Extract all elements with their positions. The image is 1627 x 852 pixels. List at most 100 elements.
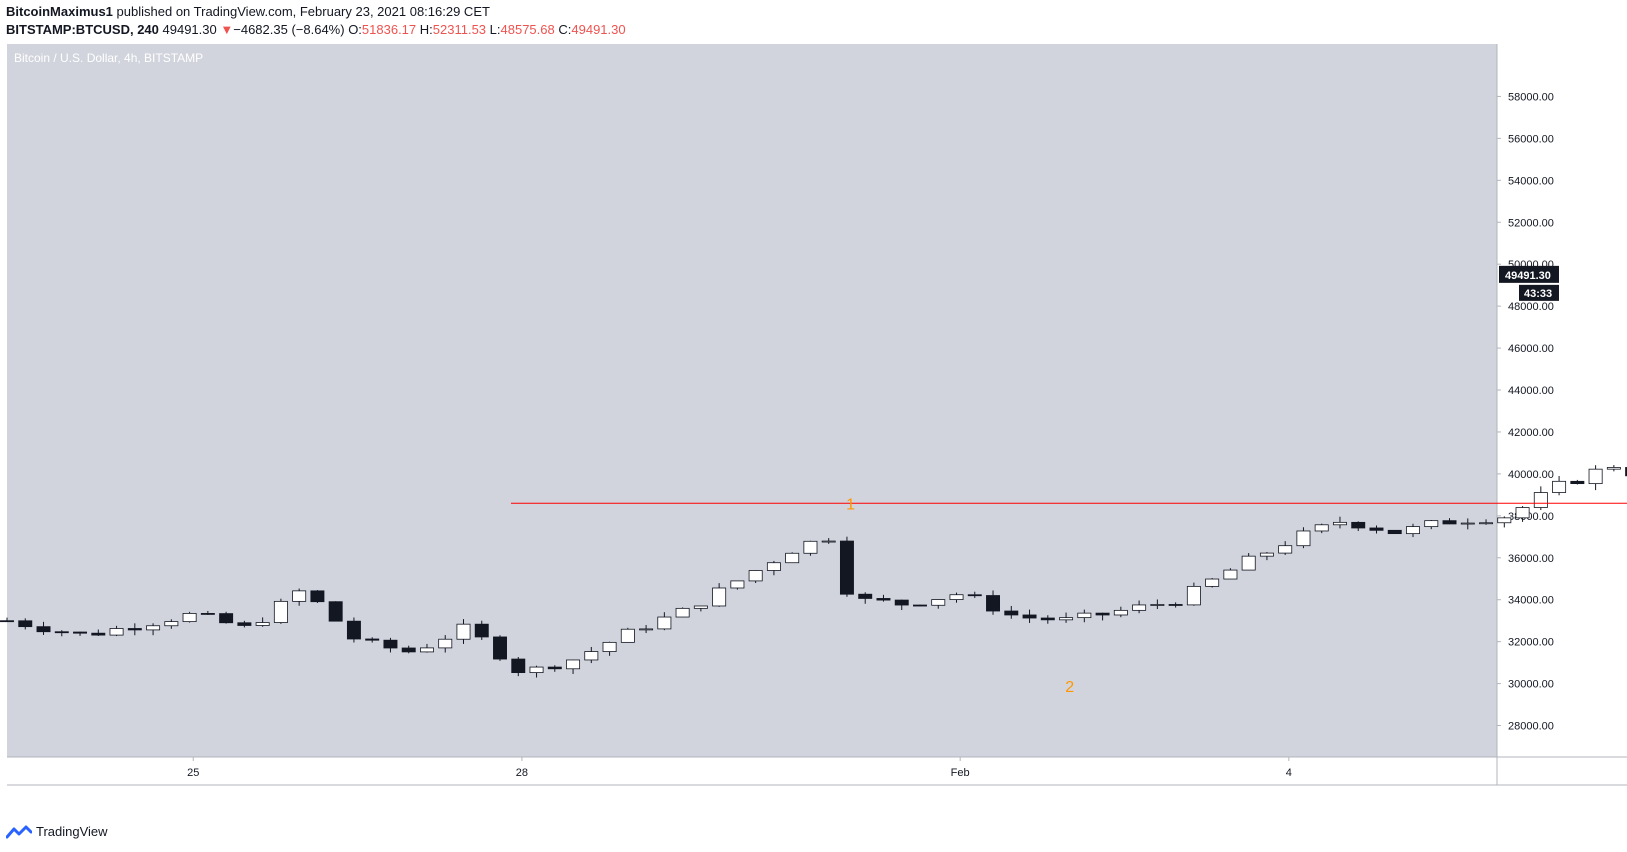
y-tick-label: 52000.00 [1508, 217, 1554, 229]
candle-down [1351, 521, 1366, 529]
y-tick-label: 36000.00 [1508, 553, 1554, 565]
tradingview-logo-icon [6, 825, 32, 838]
candle-down [1040, 617, 1055, 621]
open-label: O: [348, 22, 362, 37]
candle-up [1533, 492, 1548, 508]
y-tick-label: 54000.00 [1508, 175, 1554, 187]
candle-down [474, 623, 489, 638]
candle-up [639, 628, 654, 631]
publish-info: BitcoinMaximus1 published on TradingView… [6, 4, 490, 19]
y-tick-label: 38000.00 [1508, 511, 1554, 523]
candle-up [821, 540, 836, 543]
candle-down [200, 613, 215, 615]
last-price-label: 49491.30 [1505, 270, 1551, 282]
close-label: C: [558, 22, 572, 37]
candle-down [1570, 480, 1585, 485]
candle-down [913, 604, 927, 607]
candle-up [292, 590, 307, 602]
wave-count-label: 1 [846, 497, 855, 514]
candle-down [328, 601, 343, 622]
symbol-label: BITSTAMP:BTCUSD, 240 [6, 22, 159, 37]
candle-down [36, 626, 51, 633]
candle-up [1460, 522, 1475, 525]
candle-up [255, 622, 270, 626]
candle-up [620, 628, 635, 643]
candle-up [146, 625, 161, 631]
candle-up [1205, 578, 1220, 587]
candle-up [1314, 524, 1329, 532]
author-name[interactable]: BitcoinMaximus1 [6, 4, 113, 19]
candle-up [273, 600, 288, 623]
candle-down [18, 620, 33, 628]
candle-up [1059, 617, 1074, 621]
candle-down [839, 540, 854, 595]
candle-down [1369, 527, 1384, 531]
last-price-badge [1499, 265, 1559, 283]
candle-down [1168, 604, 1183, 606]
y-tick-label: 42000.00 [1508, 427, 1554, 439]
candle-down [967, 594, 982, 597]
x-tick-label: Feb [951, 767, 970, 779]
candle-down [346, 620, 361, 640]
candle-up [1515, 507, 1530, 519]
candle-up [566, 659, 581, 670]
candle-up [657, 616, 672, 630]
countdown-label: 43:33 [1524, 288, 1552, 300]
last-price: 49491.30 [162, 22, 217, 37]
y-tick-label: 34000.00 [1508, 595, 1554, 607]
candle-up [1150, 604, 1165, 606]
candle-down [127, 628, 142, 631]
candle-up [1606, 467, 1621, 470]
candle-down [91, 632, 106, 636]
candle-up [693, 605, 708, 609]
ohlc-legend: BITSTAMP:BTCUSD, 240 49491.30 ▼−4682.35 … [6, 22, 626, 37]
change-arrow-icon: ▼ [220, 22, 234, 37]
candle-up [420, 647, 434, 653]
published-text: published on TradingView.com, February 2… [116, 4, 490, 19]
candle-down [54, 631, 69, 634]
tradingview-brand: TradingView [36, 824, 108, 839]
candle-down [383, 639, 398, 649]
y-tick-label: 44000.00 [1508, 385, 1554, 397]
countdown-badge [1519, 284, 1559, 301]
candle-down [1625, 467, 1627, 477]
y-tick-label: 58000.00 [1508, 91, 1554, 103]
y-tick-label: 56000.00 [1508, 133, 1554, 145]
close-value: 49491.30 [571, 22, 626, 37]
candle-up [438, 638, 453, 649]
candle-up [1241, 555, 1256, 571]
candle-down [858, 593, 873, 599]
candle-up [1223, 569, 1238, 580]
candle-up [1186, 585, 1201, 606]
tradingview-branding[interactable]: TradingView [6, 824, 108, 839]
candle-up [803, 540, 818, 554]
candle-down [894, 599, 909, 606]
candle-down [1022, 614, 1037, 619]
candle-down [876, 598, 891, 601]
candle-up [1259, 552, 1274, 557]
candle-up [1077, 612, 1092, 619]
candle-up [1424, 520, 1439, 528]
x-tick-label: 4 [1286, 767, 1292, 779]
candle-down [493, 636, 507, 660]
candle-down [219, 613, 234, 624]
candle-down [401, 647, 416, 653]
candle-up [730, 580, 745, 589]
candle-down [1387, 529, 1402, 535]
candle-up [109, 628, 124, 636]
candle-up [529, 666, 544, 674]
price-change: −4682.35 (−8.64%) [233, 22, 345, 37]
candle-up [675, 607, 690, 618]
candle-up [949, 594, 964, 600]
candle-up [1332, 521, 1347, 526]
candle-up [1113, 609, 1128, 616]
candle-up [602, 641, 617, 652]
candle-down [365, 638, 380, 641]
y-tick-label: 32000.00 [1508, 637, 1554, 649]
plot-area [7, 44, 1497, 757]
candle-up [1132, 604, 1147, 611]
candle-up [1552, 480, 1567, 493]
candle-up [1278, 545, 1293, 554]
x-tick-label: 28 [516, 767, 528, 779]
